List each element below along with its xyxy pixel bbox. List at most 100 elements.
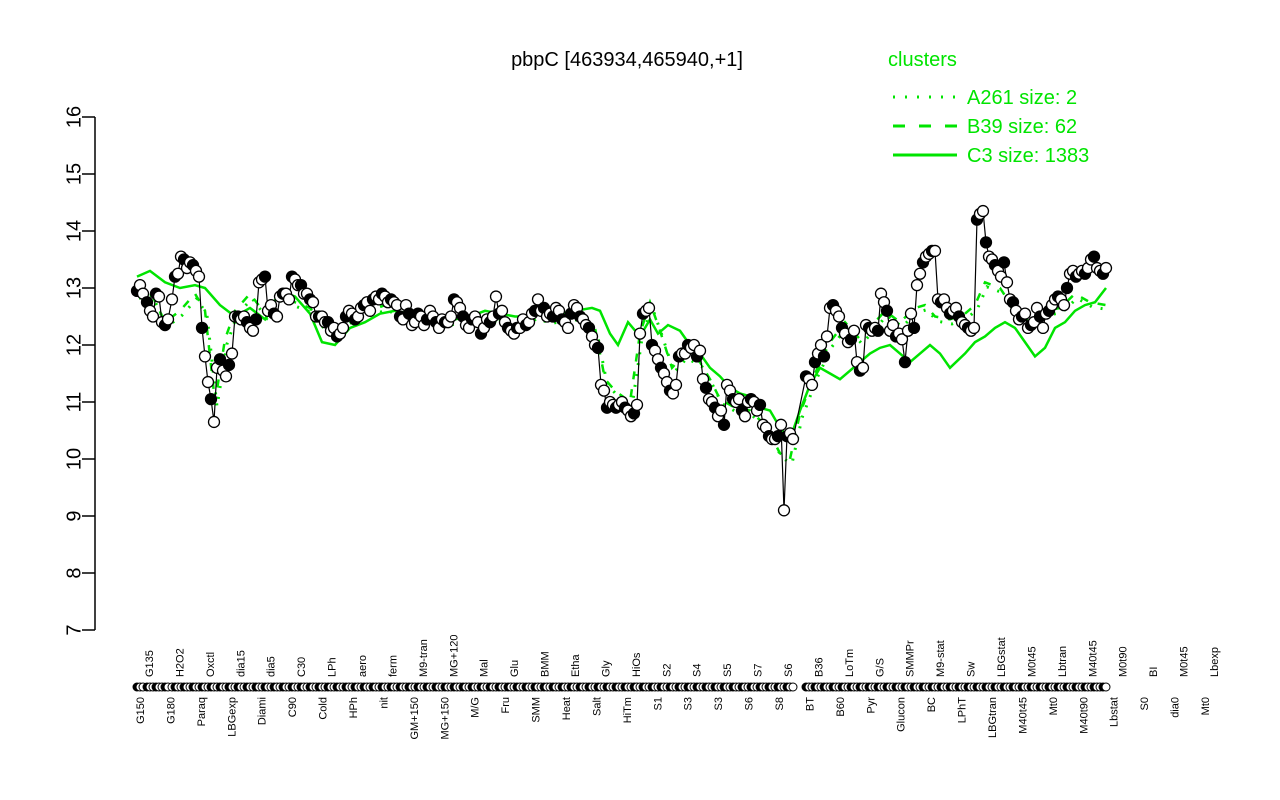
data-point [270, 310, 284, 323]
x-tick-label-top: SMMPr [905, 640, 917, 677]
data-point [814, 338, 828, 352]
data-point [561, 321, 575, 335]
data-point [222, 358, 236, 372]
data-point [165, 293, 179, 306]
x-marker [1101, 682, 1111, 692]
x-tick-label-top: S7 [753, 664, 765, 677]
data-point [225, 347, 239, 360]
x-tick-label-bottom: BT [804, 697, 816, 711]
x-tick-label-bottom: Mt0 [1200, 697, 1212, 715]
data-point [856, 361, 870, 374]
x-tick-label-bottom: S3 [683, 697, 695, 710]
x-tick-label-top: Oxctl [205, 652, 217, 677]
data-point [738, 410, 752, 423]
data-point [195, 321, 209, 335]
x-tick-label-bottom: C90 [287, 697, 299, 717]
x-tick-label-top: Sw [966, 662, 978, 677]
x-tick-label-bottom: Lbstat [1109, 697, 1121, 727]
x-tick-label-top: dia15 [235, 650, 247, 677]
y-tick-label: 13 [63, 277, 85, 299]
legend-label-c3: C3 size: 1383 [967, 145, 1089, 167]
chart-title: pbpC [463934,465940,+1] [511, 49, 743, 71]
x-tick-label-bottom: Fru [500, 697, 512, 714]
x-tick-label-top: Etha [570, 653, 582, 677]
x-tick-label-bottom: HPh [348, 697, 360, 718]
x-tick-label-bottom: nit [378, 697, 390, 709]
data-point [1087, 250, 1101, 263]
data-point [699, 381, 713, 394]
data-point [669, 378, 683, 392]
x-tick-label-top: M9-tran [418, 639, 430, 677]
x-tick-label-top: LBGstat [996, 637, 1008, 677]
y-axis: 7 8 9 10 11 12 13 14 15 16 [63, 106, 96, 636]
x-tick-label-top: HiOs [631, 652, 643, 677]
data-point [907, 321, 921, 335]
x-tick-label-top: BMM [540, 651, 552, 677]
legend-label-a261: A261 size: 2 [967, 87, 1077, 109]
x-tick-label-bottom: Paraq [196, 697, 208, 726]
x-tick-label-top: M0t45 [1179, 646, 1191, 677]
data-point [146, 310, 160, 323]
data-point [717, 418, 731, 431]
x-tick-label-top: Mal [479, 659, 491, 677]
y-tick-label: 9 [63, 510, 85, 521]
y-tick-label: 10 [63, 448, 85, 470]
x-tick-label-top: S4 [692, 664, 704, 677]
x-tick-label-bottom: Pyr [865, 697, 877, 714]
x-tick-label-top: Lbexp [1209, 647, 1221, 677]
data-point [895, 333, 909, 346]
data-point [997, 256, 1011, 269]
data-point [786, 432, 800, 446]
data-point [910, 278, 924, 292]
x-tick-label-top: LoTm [844, 649, 856, 677]
x-marker [788, 682, 798, 692]
x-tick-label-bottom: S6 [744, 697, 756, 710]
data-point [1000, 276, 1014, 289]
data-point [1060, 281, 1074, 295]
x-tick-label-top: aero [357, 655, 369, 677]
x-tick-label-bottom: S1 [652, 697, 664, 710]
data-point [777, 504, 791, 517]
x-tick-label-bottom: S0 [1139, 697, 1151, 710]
x-tick-label-top: C30 [296, 657, 308, 677]
data-point [913, 267, 927, 280]
expression-line [130, 204, 1113, 517]
data-point [249, 313, 263, 326]
x-tick-label-bottom: HiTm [622, 697, 634, 723]
data-point [531, 293, 545, 306]
x-axis: G135 H2O2 Oxctl dia15 dia5 C30 LPh aero ferm M9-t… [132, 635, 1221, 740]
data-point [805, 378, 819, 392]
x-tick-label-bottom: Diami [257, 697, 269, 725]
data-point [204, 392, 218, 406]
x-tick-label-top: M40t45 [1087, 640, 1099, 677]
x-tick-label-bottom: Cold [318, 697, 330, 720]
x-tick-label-top: M0t45 [1026, 646, 1038, 677]
data-point [1018, 307, 1032, 320]
data-point [192, 270, 206, 283]
data-point [258, 270, 272, 283]
y-tick-label: 8 [63, 567, 85, 578]
data-point [898, 355, 912, 369]
data-point [213, 353, 227, 366]
x-tick-label-top: B36 [813, 657, 825, 677]
y-tick-label: 14 [63, 220, 85, 242]
x-tick-label-bottom: BC [926, 697, 938, 712]
legend: clusters A261 size: 2 B39 size: 62 C3 si… [888, 49, 1089, 167]
x-tick-label-top: MG+120 [448, 635, 460, 678]
data-point [444, 310, 458, 323]
data-point [306, 296, 320, 309]
data-point [967, 321, 981, 335]
data-point [336, 321, 350, 335]
x-tick-label-top: Lbtran [1057, 646, 1069, 677]
data-point [219, 370, 233, 383]
data-point [976, 204, 990, 218]
x-tick-label-top: G/S [874, 658, 886, 677]
x-tick-label-bottom: Glucon [896, 697, 908, 732]
y-tick-label: 12 [63, 334, 85, 356]
x-tick-label-top: H2O2 [174, 648, 186, 677]
data-point [753, 398, 767, 412]
data-point [642, 301, 656, 315]
x-tick-label-bottom: G150 [135, 697, 147, 724]
x-tick-label-top: G135 [144, 650, 156, 677]
